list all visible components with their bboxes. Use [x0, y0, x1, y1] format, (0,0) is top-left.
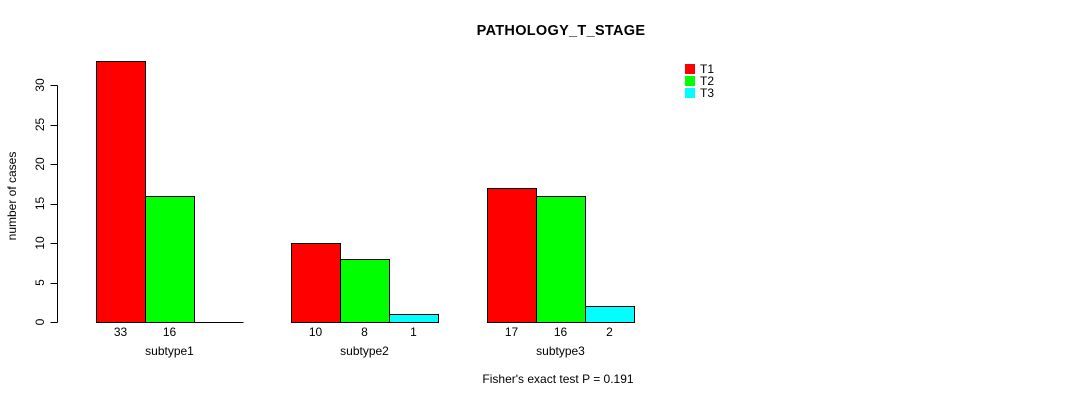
bar-value-label: 16: [163, 325, 177, 339]
y-tick-label: 0: [33, 318, 47, 325]
bar-subtype1-t1: [96, 61, 146, 323]
legend-swatch-t2: [685, 76, 695, 86]
legend-swatch-t1: [685, 64, 695, 74]
bar-subtype2-t1: [291, 243, 341, 323]
bar-value-label: 17: [505, 325, 519, 339]
legend-item-t1: T1: [685, 63, 714, 75]
y-tick-label: 30: [33, 78, 47, 92]
y-tick-label: 15: [33, 197, 47, 211]
bar-subtype3-t1: [487, 188, 537, 323]
category-label: subtype1: [145, 344, 194, 358]
legend-label-t1: T1: [700, 62, 715, 76]
category-label: subtype3: [536, 344, 585, 358]
bar-subtype2-t2: [340, 259, 390, 323]
chart-title: PATHOLOGY_T_STAGE: [476, 23, 646, 39]
y-axis-label: number of cases: [5, 151, 19, 241]
bar-value-label: 10: [309, 325, 323, 339]
y-tick-label: 25: [33, 118, 47, 132]
bar-subtype1-t2: [145, 196, 195, 323]
legend-label-t2: T2: [700, 74, 715, 88]
footnote-text: Fisher's exact test P = 0.191: [482, 372, 634, 386]
bar-value-label: 8: [361, 325, 368, 339]
legend: T1 T2 T3: [685, 63, 714, 99]
bar-value-label: 2: [606, 325, 613, 339]
category-label: subtype2: [340, 344, 389, 358]
legend-swatch-t3: [685, 88, 695, 98]
y-tick-label: 5: [33, 279, 47, 286]
y-tick-label: 20: [33, 157, 47, 171]
bar-value-label: 33: [114, 325, 128, 339]
bar-subtype3-t3: [585, 306, 635, 323]
bar-subtype3-t2: [536, 196, 586, 323]
legend-label-t3: T3: [700, 86, 715, 100]
bar-value-label: 16: [554, 325, 568, 339]
bar-value-label: 1: [410, 325, 417, 339]
legend-item-t3: T3: [685, 87, 714, 99]
y-tick-label: 10: [33, 236, 47, 250]
bar-subtype2-t3: [389, 314, 439, 323]
legend-item-t2: T2: [685, 75, 714, 87]
